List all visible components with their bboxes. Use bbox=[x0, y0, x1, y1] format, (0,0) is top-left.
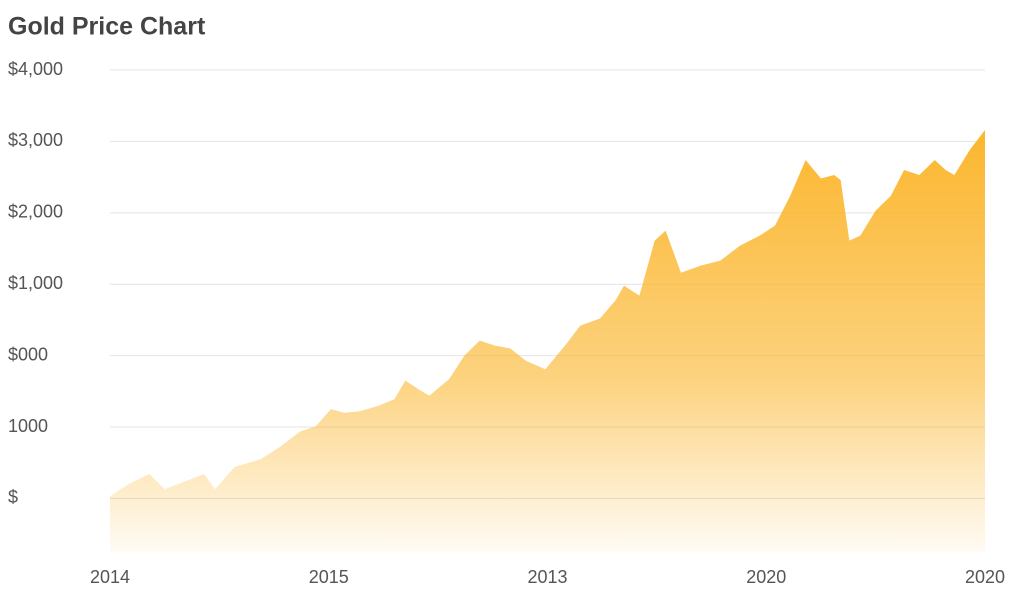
price-area bbox=[110, 129, 985, 552]
x-tick-label: 2020 bbox=[746, 567, 786, 587]
y-tick-label: 1000 bbox=[8, 416, 48, 436]
x-tick-label: 2014 bbox=[90, 567, 130, 587]
y-tick-label: $ bbox=[8, 487, 18, 507]
x-tick-label: 2013 bbox=[527, 567, 567, 587]
y-tick-label: $000 bbox=[8, 344, 48, 364]
y-tick-label: $4,000 bbox=[8, 59, 63, 79]
y-tick-label: $1,000 bbox=[8, 273, 63, 293]
chart-title: Gold Price Chart bbox=[8, 13, 206, 41]
y-tick-label: $3,000 bbox=[8, 130, 63, 150]
x-tick-label: 2020 bbox=[965, 567, 1005, 587]
x-tick-label: 2015 bbox=[309, 567, 349, 587]
y-tick-label: $2,000 bbox=[8, 202, 63, 222]
